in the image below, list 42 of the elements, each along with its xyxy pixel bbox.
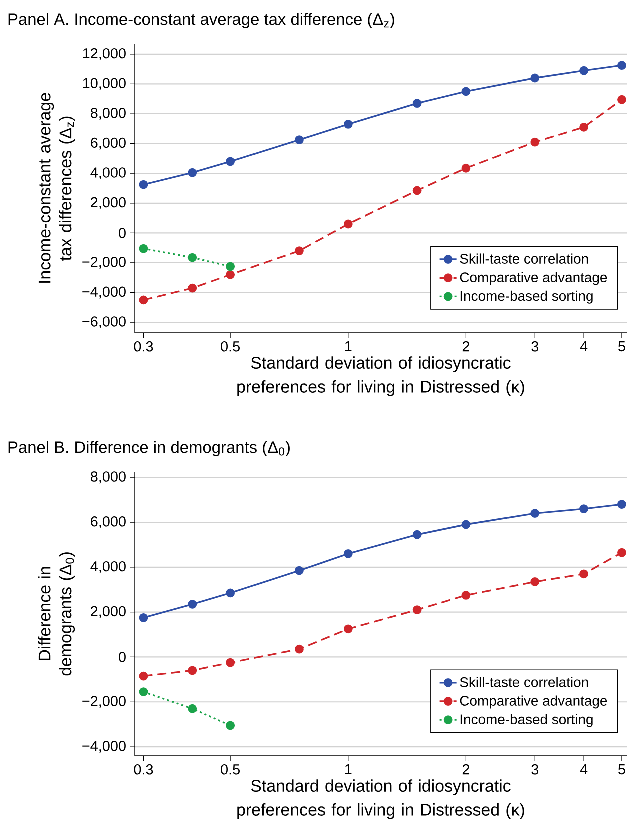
y-tick-label: 10,000 bbox=[83, 78, 126, 90]
x-tick-label: 0.3 bbox=[134, 764, 154, 775]
x-tick-label: 2 bbox=[462, 342, 470, 352]
y-axis-title: Difference in demogrants (Δ$_{0}$) bbox=[38, 552, 76, 676]
x-tick-label: 4 bbox=[580, 342, 588, 352]
x-tick-label: 3 bbox=[532, 764, 539, 775]
x-tick-label: 5 bbox=[618, 342, 626, 352]
x-tick-label: 5 bbox=[618, 764, 626, 775]
y-tick-label: −2,000 bbox=[82, 696, 126, 708]
x-tick-label: 4 bbox=[580, 764, 588, 774]
x-axis-title: Standard deviation of idiosyncratic preferences for living in Distressed (κ) bbox=[238, 780, 524, 820]
chart-title: Panel A. Income-constant average tax difference (Δ$_{z}$) bbox=[8, 13, 394, 28]
x-tick-label: 1 bbox=[345, 764, 352, 774]
x-tick-label: 0.3 bbox=[134, 342, 154, 352]
x-tick-label: 0.5 bbox=[221, 342, 240, 352]
legend-label: Income-based sorting bbox=[460, 290, 593, 304]
y-tick-label: 8,000 bbox=[90, 108, 126, 120]
legend-label: Comparative advantage bbox=[460, 696, 608, 709]
legend-label: Comparative advantage bbox=[460, 272, 608, 286]
y-tick-label: 2,000 bbox=[91, 197, 126, 210]
y-tick-label: −6,000 bbox=[82, 316, 126, 329]
y-tick-label: 0 bbox=[119, 652, 126, 662]
y-tick-label: 2,000 bbox=[91, 606, 126, 618]
y-tick-label: 8,000 bbox=[90, 472, 126, 484]
y-tick-label: 4,000 bbox=[90, 168, 126, 180]
y-tick-label: −4,000 bbox=[82, 286, 126, 299]
x-tick-label: 3 bbox=[532, 342, 539, 352]
x-tick-label: 2 bbox=[462, 764, 470, 775]
y-tick-label: 6,000 bbox=[91, 138, 126, 150]
x-axis-title: Standard deviation of idiosyncratic preferences for living in Distressed (κ) bbox=[238, 356, 524, 396]
legend-label: Skill-taste correlation bbox=[460, 677, 588, 688]
y-tick-label: 12,000 bbox=[83, 48, 126, 60]
y-tick-label: 0 bbox=[119, 228, 126, 238]
y-tick-label: −4,000 bbox=[82, 741, 126, 753]
y-tick-label: 4,000 bbox=[90, 561, 126, 574]
legend-label: Skill-taste correlation bbox=[460, 254, 588, 264]
y-tick-label: 6,000 bbox=[91, 516, 126, 528]
x-tick-label: 0.5 bbox=[221, 764, 240, 775]
y-tick-label: −2,000 bbox=[82, 257, 126, 269]
legend-label: Income-based sorting bbox=[460, 714, 593, 728]
x-tick-label: 1 bbox=[345, 342, 352, 352]
chart-title: Panel B. Difference in demogrants (Δ$_{0}$) bbox=[8, 441, 290, 456]
